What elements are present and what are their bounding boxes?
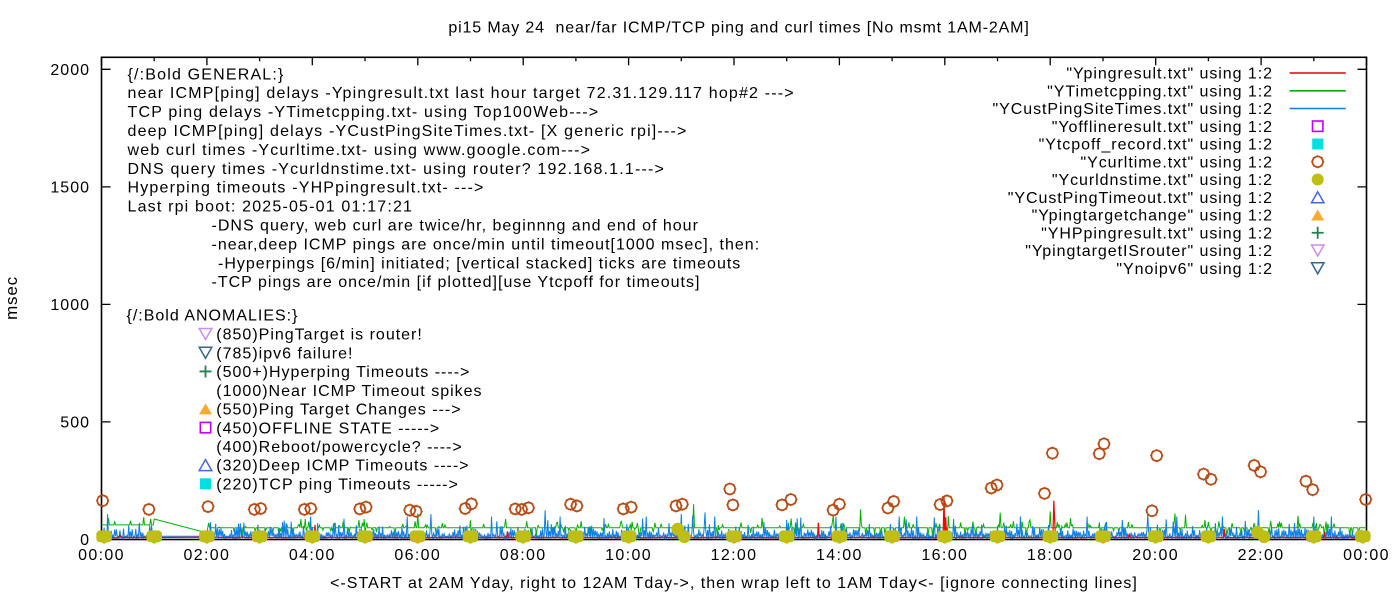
svg-text:deep ICMP[ping] delays -YCustP: deep ICMP[ping] delays -YCustPingSiteTim… bbox=[128, 123, 688, 140]
svg-text:22:00: 22:00 bbox=[1238, 547, 1285, 564]
svg-text:"YTimetcpping.txt" using 1:2: "YTimetcpping.txt" using 1:2 bbox=[1047, 83, 1273, 100]
svg-text:0: 0 bbox=[80, 532, 90, 549]
svg-text:14:00: 14:00 bbox=[816, 547, 863, 564]
svg-text:near ICMP[ping] delays -Ypingr: near ICMP[ping] delays -Ypingresult.txt … bbox=[128, 85, 795, 102]
svg-text:"YCustPingSiteTimes.txt" using: "YCustPingSiteTimes.txt" using 1:2 bbox=[992, 101, 1273, 118]
svg-text:02:00: 02:00 bbox=[184, 547, 231, 564]
svg-text:500: 500 bbox=[60, 414, 90, 431]
svg-text:18:00: 18:00 bbox=[1027, 547, 1074, 564]
svg-text:(1000)Near ICMP Timeout spikes: (1000)Near ICMP Timeout spikes bbox=[216, 383, 482, 400]
svg-text:10:00: 10:00 bbox=[605, 547, 652, 564]
svg-text:(220)TCP ping Timeouts ----->: (220)TCP ping Timeouts -----> bbox=[216, 476, 459, 493]
svg-text:pi15 May 24 near/far ICMP/TCP: pi15 May 24 near/far ICMP/TCP ping and c… bbox=[448, 20, 1029, 37]
svg-text:2000: 2000 bbox=[50, 62, 90, 79]
svg-text:"Ycurldnstime.txt" using 1:2: "Ycurldnstime.txt" using 1:2 bbox=[1052, 172, 1273, 189]
svg-text:web curl times -Ycurltime.txt-: web curl times -Ycurltime.txt- using www… bbox=[127, 142, 592, 159]
svg-text:"Ypingresult.txt" using 1:2: "Ypingresult.txt" using 1:2 bbox=[1066, 66, 1273, 83]
svg-text:(400)Reboot/powercycle? ---->: (400)Reboot/powercycle? ----> bbox=[216, 439, 462, 456]
svg-text:-Hyperpings [6/min] initiated;: -Hyperpings [6/min] initiated; [vertical… bbox=[218, 255, 741, 272]
svg-text:Hyperping timeouts -YHPpingres: Hyperping timeouts -YHPpingresult.txt- -… bbox=[128, 180, 485, 197]
svg-text:msec: msec bbox=[2, 276, 21, 320]
svg-text:"Ynoipv6" using 1:2: "Ynoipv6" using 1:2 bbox=[1116, 261, 1273, 278]
svg-text:DNS query times -Ycurldnstime.: DNS query times -Ycurldnstime.txt- using… bbox=[128, 161, 666, 178]
svg-text:{/:Bold ANOMALIES:}: {/:Bold ANOMALIES:} bbox=[127, 307, 299, 324]
svg-text:06:00: 06:00 bbox=[394, 547, 441, 564]
svg-text:Last rpi boot: 2025-05-01 01:1: Last rpi boot: 2025-05-01 01:17:21 bbox=[128, 199, 414, 216]
svg-text:"YpingtargetISrouter" using 1:: "YpingtargetISrouter" using 1:2 bbox=[1025, 243, 1273, 260]
svg-text:00:00: 00:00 bbox=[78, 547, 125, 564]
svg-text:"Ytcpoff_record.txt" using 1:2: "Ytcpoff_record.txt" using 1:2 bbox=[1039, 137, 1273, 154]
svg-text:{/:Bold GENERAL:}: {/:Bold GENERAL:} bbox=[128, 66, 285, 83]
svg-text:(785)ipv6 failure!: (785)ipv6 failure! bbox=[216, 345, 353, 362]
svg-text:(550)Ping Target Changes --->: (550)Ping Target Changes ---> bbox=[216, 402, 461, 419]
svg-text:"Ypingtargetchange" using 1:2: "Ypingtargetchange" using 1:2 bbox=[1032, 208, 1273, 225]
svg-text:00:00: 00:00 bbox=[1343, 547, 1390, 564]
svg-text:-near,deep ICMP pings are once: -near,deep ICMP pings are once/min until… bbox=[212, 236, 761, 253]
svg-text:"Yofflineresult.txt" using 1:2: "Yofflineresult.txt" using 1:2 bbox=[1052, 119, 1273, 136]
svg-text:(500+)Hyperping Timeouts ---->: (500+)Hyperping Timeouts ----> bbox=[216, 364, 470, 381]
svg-text:20:00: 20:00 bbox=[1132, 547, 1179, 564]
svg-text:(320)Deep ICMP Timeouts ---->: (320)Deep ICMP Timeouts ----> bbox=[216, 458, 469, 475]
svg-text:"Ycurltime.txt" using 1:2: "Ycurltime.txt" using 1:2 bbox=[1080, 154, 1273, 171]
svg-text:16:00: 16:00 bbox=[921, 547, 968, 564]
svg-text:"YCustPingTimeout.txt" using 1: "YCustPingTimeout.txt" using 1:2 bbox=[1008, 190, 1273, 207]
svg-text:"YHPpingresult.txt" using 1:2: "YHPpingresult.txt" using 1:2 bbox=[1041, 225, 1273, 242]
svg-text:1500: 1500 bbox=[50, 179, 90, 196]
svg-text:<-START at 2AM Yday, right to: <-START at 2AM Yday, right to 12AM Tday-… bbox=[330, 575, 1138, 592]
svg-text:(850)PingTarget is router!: (850)PingTarget is router! bbox=[216, 327, 423, 344]
svg-text:08:00: 08:00 bbox=[500, 547, 547, 564]
svg-text:12:00: 12:00 bbox=[711, 547, 758, 564]
svg-text:1000: 1000 bbox=[50, 297, 90, 314]
svg-text:04:00: 04:00 bbox=[289, 547, 336, 564]
svg-text:-TCP pings are once/min [if pl: -TCP pings are once/min [if plotted][use… bbox=[212, 274, 701, 291]
svg-text:(450)OFFLINE STATE ----->: (450)OFFLINE STATE -----> bbox=[216, 420, 440, 437]
svg-text:TCP ping delays -YTimetcpping.: TCP ping delays -YTimetcpping.txt- using… bbox=[128, 104, 600, 121]
svg-text:-DNS query, web curl are twice: -DNS query, web curl are twice/hr, begin… bbox=[212, 218, 699, 235]
